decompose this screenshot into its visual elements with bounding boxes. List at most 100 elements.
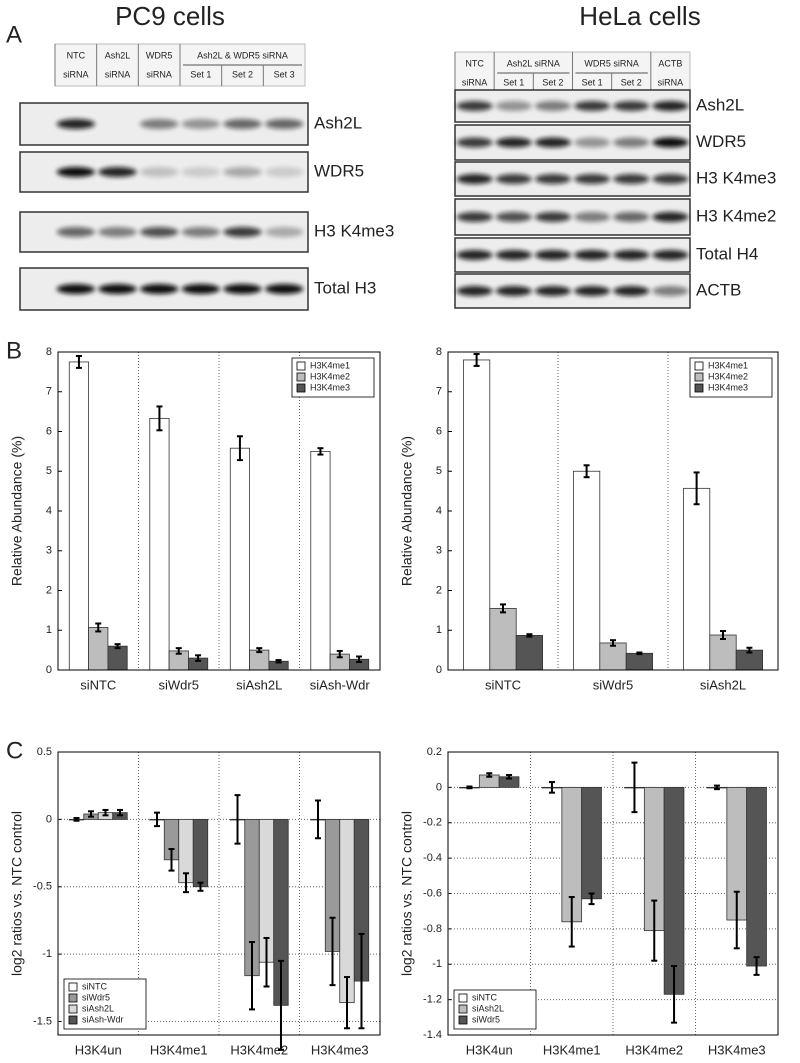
- blot-band: [56, 167, 95, 177]
- blot-band: [98, 167, 137, 177]
- lane-sublabel: Set 3: [274, 69, 295, 79]
- panel-label: B: [6, 337, 22, 364]
- error-bar: [249, 941, 256, 1011]
- panel-label: C: [6, 737, 23, 764]
- y-tick-label: 7: [436, 386, 442, 398]
- blot-band: [652, 286, 689, 296]
- y-tick-label: 3: [46, 545, 52, 557]
- plot-frame: [57, 351, 381, 671]
- blot-row-label: Total H3: [314, 278, 376, 297]
- blot-band: [181, 119, 220, 129]
- plot-frame: [447, 751, 779, 1036]
- blot-band: [534, 286, 571, 296]
- blot-band: [534, 250, 571, 260]
- blot-band: [456, 101, 493, 111]
- x-tick-label: H3K4me1: [543, 1042, 601, 1057]
- y-tick-label: 6: [46, 425, 52, 437]
- y-tick-label: -1.2: [423, 994, 442, 1006]
- lane-sublabel: siRNA: [658, 77, 684, 87]
- legend-swatch: [296, 383, 306, 393]
- y-axis-label: Relative Abundance (%): [399, 436, 415, 586]
- legend-label: siNTC: [472, 992, 497, 1002]
- blot-band: [140, 167, 179, 177]
- blot-band: [495, 286, 532, 296]
- error-bar: [568, 896, 575, 948]
- lane-sublabel: Set 2: [232, 69, 253, 79]
- x-tick-label: H3K4un: [466, 1042, 513, 1057]
- bar: [709, 634, 737, 671]
- blot-row-label: Total H4: [696, 244, 758, 263]
- y-tick-label: 0: [436, 664, 442, 676]
- blot-band: [495, 250, 532, 260]
- blot-band: [456, 286, 493, 296]
- error-bar: [114, 643, 121, 650]
- y-tick-label: 8: [436, 346, 442, 358]
- blot-band: [181, 167, 220, 177]
- y-tick-label: 8: [46, 346, 52, 358]
- error-bar: [526, 633, 533, 638]
- y-tick-label: 1: [46, 624, 52, 636]
- legend-box: [689, 357, 773, 398]
- error-bar: [236, 435, 243, 462]
- blot-strip: [454, 237, 691, 273]
- legend-swatch: [68, 1004, 78, 1014]
- error-bar: [343, 976, 350, 1030]
- error-bar: [256, 647, 263, 654]
- y-tick-label: -1: [432, 958, 442, 970]
- blot-band: [652, 137, 689, 148]
- blot-band: [652, 212, 689, 222]
- y-tick-label: -0.8: [423, 923, 442, 935]
- y-tick-label: -0.6: [423, 887, 442, 899]
- legend-swatch: [458, 1004, 468, 1014]
- error-bar: [651, 899, 658, 962]
- bar: [462, 359, 491, 671]
- error-bar: [631, 761, 638, 814]
- error-bar: [466, 785, 473, 790]
- error-bar: [168, 848, 175, 872]
- legend-swatch: [68, 982, 78, 992]
- x-tick-label: H3K4me2: [230, 1042, 288, 1057]
- blot-band: [56, 119, 95, 129]
- legend-swatch: [694, 361, 704, 371]
- legend-swatch: [458, 993, 468, 1003]
- error-bar: [336, 649, 343, 659]
- blot-band: [140, 284, 179, 294]
- error-bar: [356, 655, 363, 664]
- blot-row-label: WDR5: [696, 132, 746, 151]
- blot-band: [652, 174, 689, 184]
- blot-row-label: H3 K4me2: [696, 206, 776, 225]
- x-tick-label: H3K4un: [75, 1042, 122, 1057]
- y-tick-label: -1: [42, 948, 52, 960]
- x-tick-label: siNTC: [80, 677, 116, 692]
- blot-band: [265, 119, 304, 129]
- blot-band: [534, 137, 571, 148]
- lane-sublabel: siRNA: [462, 77, 488, 87]
- y-tick-label: -0.2: [423, 817, 442, 829]
- legend-box: [453, 989, 537, 1030]
- error-bar: [195, 654, 202, 662]
- error-bar: [102, 808, 109, 817]
- legend-label: siWdr5: [472, 1014, 500, 1024]
- bar: [107, 645, 128, 671]
- error-bar: [506, 773, 513, 780]
- error-bar: [486, 772, 493, 778]
- blot-band: [265, 227, 304, 237]
- bar: [68, 361, 89, 671]
- error-bar: [583, 464, 590, 479]
- blot-band: [613, 212, 650, 222]
- error-bar: [88, 810, 95, 818]
- blot-strip: [454, 273, 691, 309]
- x-tick-label: H3K4me1: [150, 1042, 208, 1057]
- lane-label: WDR5 siRNA: [584, 58, 639, 68]
- bar: [683, 487, 711, 671]
- legend-label: H3K4me2: [708, 371, 748, 381]
- blot-band: [613, 174, 650, 184]
- blot-row-label: H3 K4me3: [696, 168, 776, 187]
- blot-band: [223, 284, 262, 294]
- error-bar: [315, 799, 322, 840]
- error-bar: [753, 956, 760, 976]
- error-bar: [720, 630, 726, 640]
- y-tick-label: 2: [46, 584, 52, 596]
- legend-label: H3K4me1: [708, 360, 748, 370]
